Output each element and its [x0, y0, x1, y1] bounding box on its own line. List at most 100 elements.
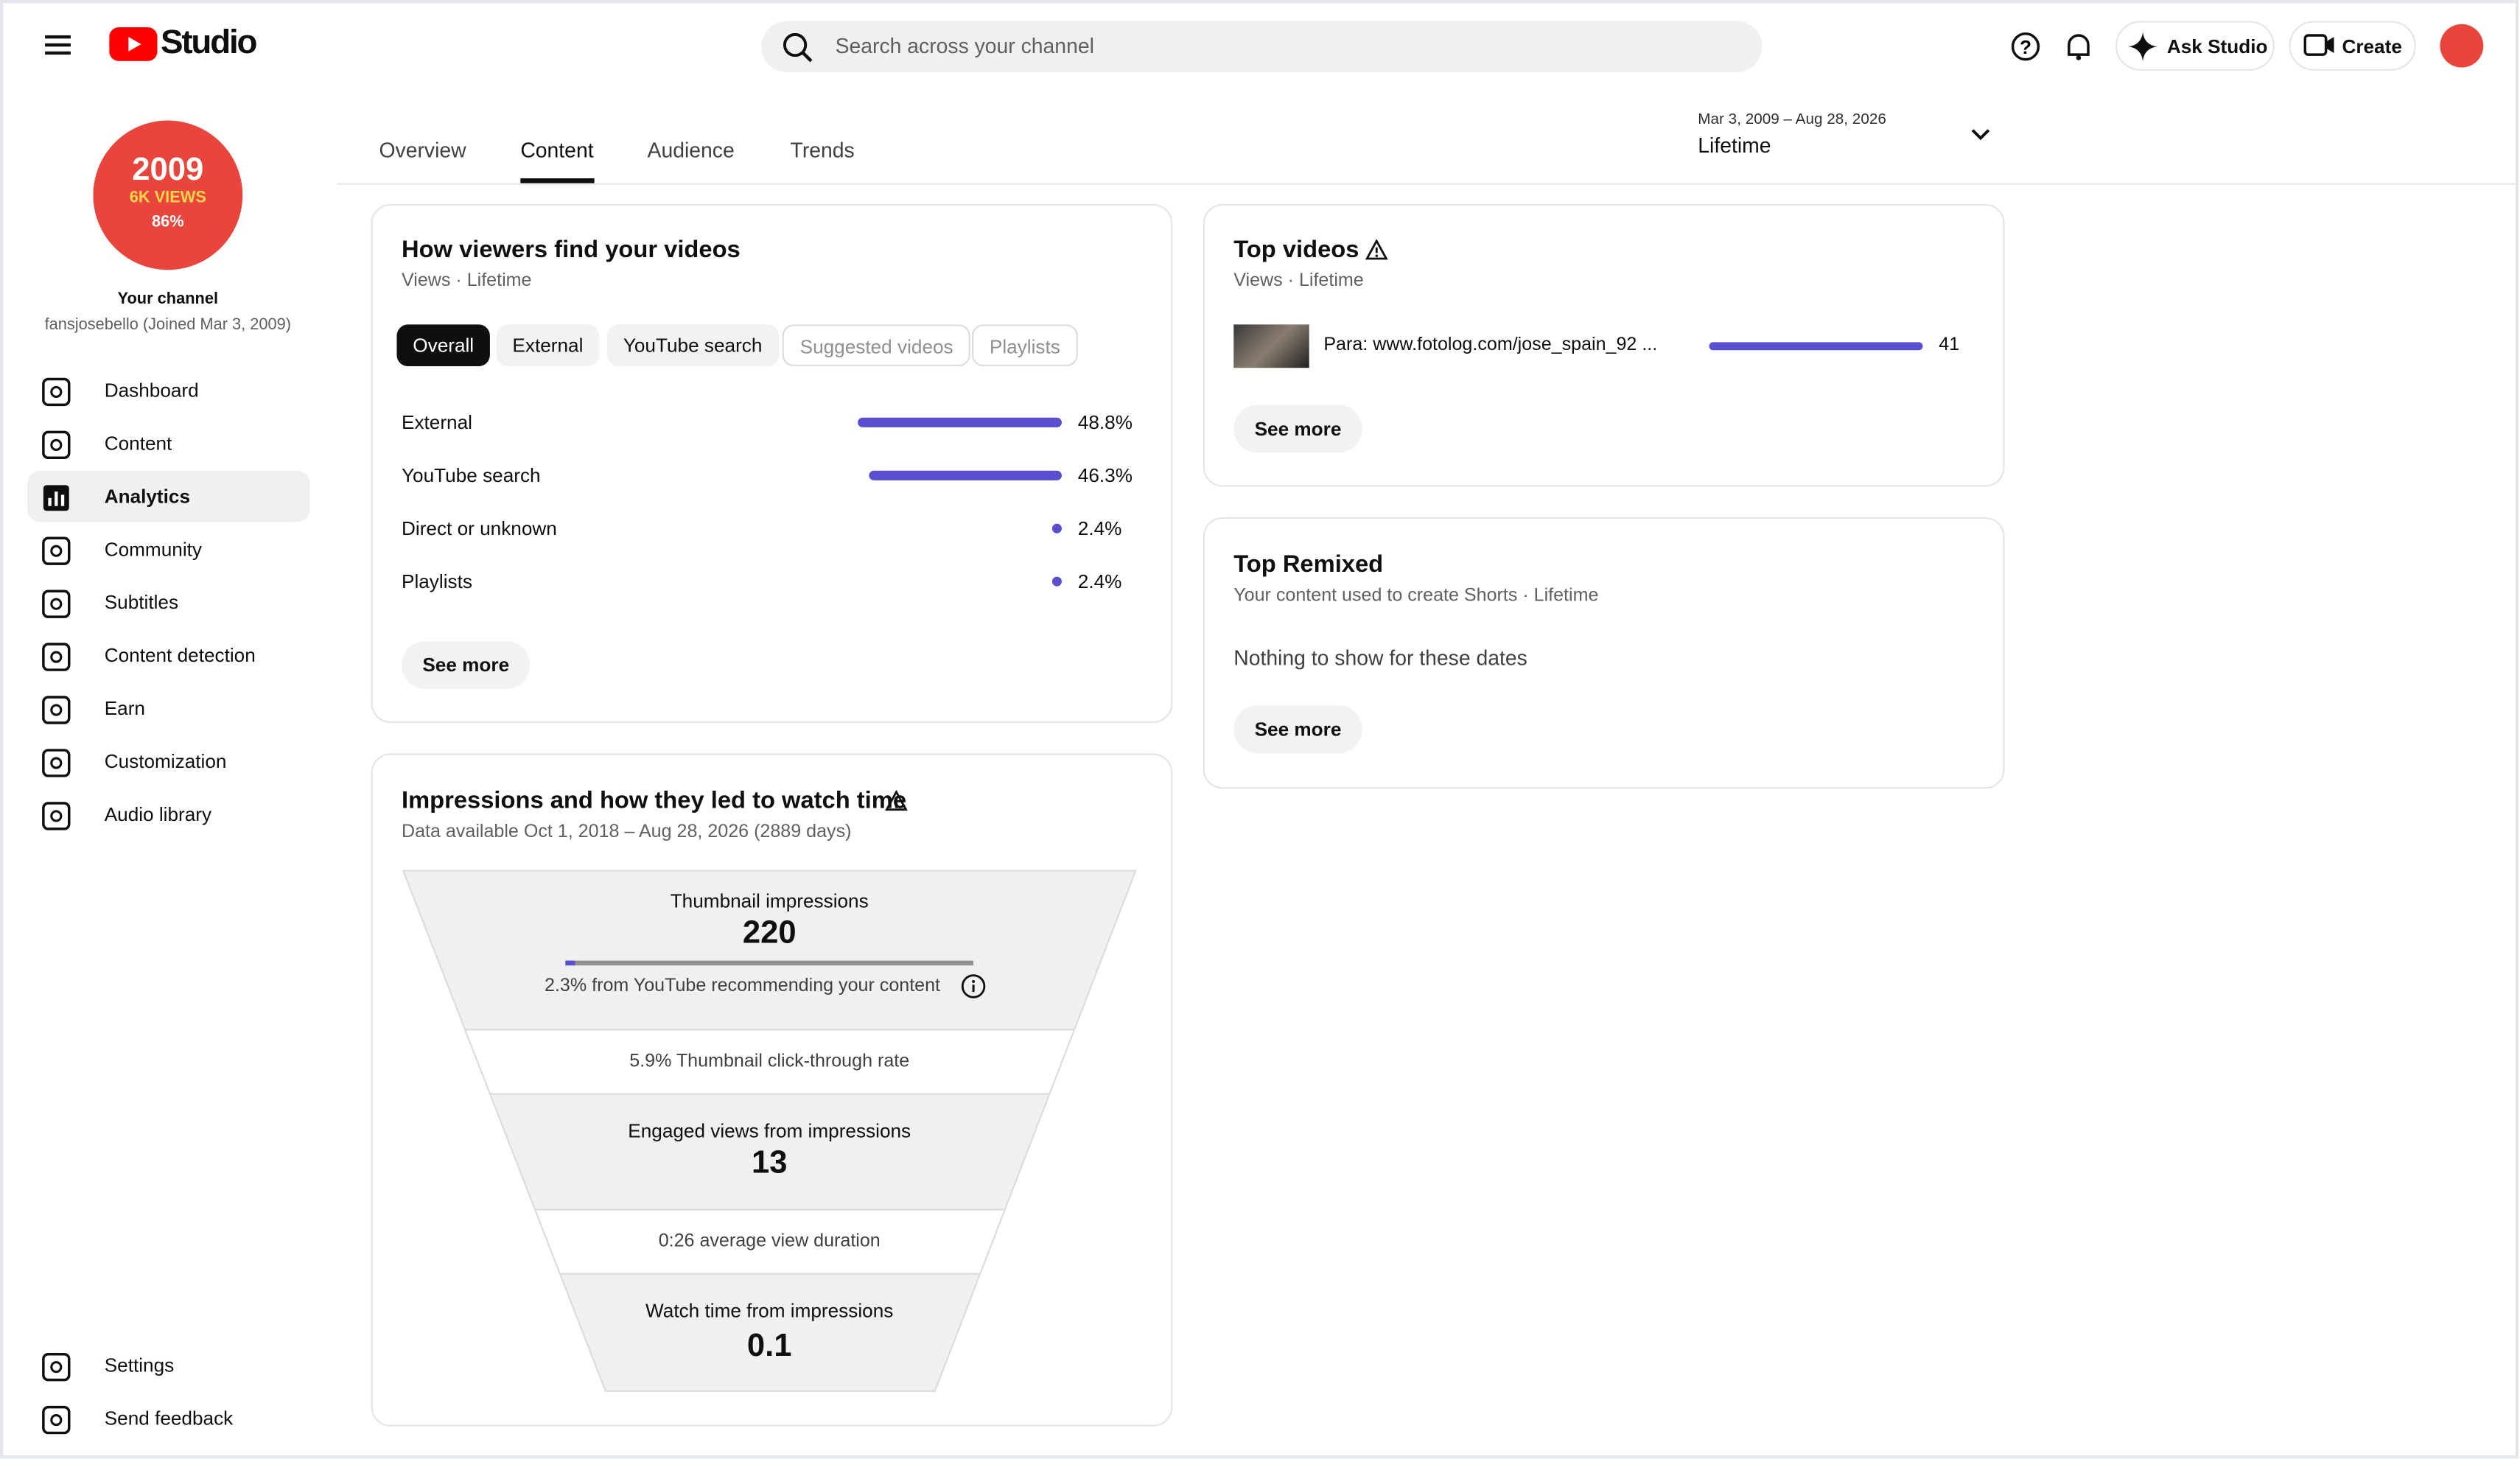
nav-icon[interactable] — [41, 747, 73, 780]
active-nav-bg — [27, 470, 310, 522]
funnel — [402, 870, 1137, 1392]
video-title[interactable]: Para: www.fotolog.com/jose_spain_92 ... — [1323, 335, 1658, 355]
create-button[interactable] — [2289, 21, 2416, 71]
source-value: 46.3% — [1077, 464, 1133, 487]
nav-item[interactable]: Send feedback — [104, 1407, 234, 1430]
filter-chip[interactable]: YouTube search — [607, 324, 779, 367]
stage-label: Engaged views from impressions — [628, 1119, 911, 1142]
nav-icon[interactable] — [41, 482, 73, 514]
source-label: Playlists — [402, 570, 472, 593]
source-label: Direct or unknown — [402, 517, 557, 540]
create-icon — [2303, 34, 2334, 56]
nav-icon[interactable] — [41, 376, 73, 408]
stage-label: Thumbnail impressions — [670, 889, 869, 913]
tab[interactable]: Audience — [647, 138, 735, 163]
see-more-button[interactable]: See more — [1233, 405, 1362, 453]
stage-value: 0.1 — [746, 1328, 792, 1364]
nav-item[interactable]: Settings — [104, 1354, 175, 1377]
ask-studio-button[interactable] — [2115, 21, 2275, 71]
source-value: 48.8% — [1077, 411, 1133, 434]
nav-icon[interactable] — [41, 535, 73, 567]
ask-studio-label[interactable]: Ask Studio — [2166, 35, 2268, 58]
views-bar — [1709, 342, 1923, 351]
nav-icon[interactable] — [41, 1351, 73, 1383]
nav-item[interactable]: Analytics — [104, 485, 191, 508]
stage-value: 220 — [742, 915, 797, 951]
help-icon[interactable]: ? — [2009, 30, 2042, 63]
nav-icon[interactable] — [41, 429, 73, 461]
warning-icon[interactable] — [885, 790, 908, 811]
views-value: 41 — [1939, 335, 1960, 355]
tabs-divider — [337, 183, 2516, 185]
search-icon[interactable] — [783, 32, 815, 65]
filter-chip[interactable]: Suggested videos — [782, 324, 971, 367]
recommend-text: 2.3% from YouTube recommending your cont… — [545, 976, 941, 996]
search-placeholder[interactable]: Search across your channel — [835, 33, 1094, 58]
logo-text[interactable]: Studio — [161, 24, 258, 61]
badge-views: 6K VIEWS — [129, 189, 206, 208]
empty-message: Nothing to show for these dates — [1233, 645, 1527, 671]
nav-item[interactable]: Content — [104, 432, 172, 455]
svg-text:?: ? — [2020, 36, 2031, 58]
nav-icon[interactable] — [41, 588, 73, 620]
date-dropdown-icon[interactable] — [1970, 127, 1992, 143]
recommend-track — [565, 960, 974, 966]
nav-icon[interactable] — [41, 800, 73, 833]
notifications-icon[interactable] — [2062, 30, 2095, 63]
channel-avatar[interactable] — [93, 120, 243, 270]
search-box[interactable] — [761, 21, 1763, 73]
tab[interactable]: Trends — [790, 138, 855, 163]
filter-chip[interactable]: Playlists — [971, 324, 1078, 367]
card-title: Top Remixed — [1233, 550, 1384, 578]
date-period[interactable]: Lifetime — [1698, 133, 1771, 158]
badge-year: 2009 — [132, 153, 204, 189]
source-label: External — [402, 411, 472, 434]
tab[interactable]: Content — [520, 138, 594, 163]
recommend-fill — [565, 960, 575, 966]
source-label: YouTube search — [402, 464, 541, 487]
menu-icon[interactable] — [45, 32, 74, 58]
channel-label: Your channel — [117, 290, 219, 309]
source-value: 2.4% — [1077, 517, 1122, 540]
nav-item[interactable]: Audio library — [104, 803, 212, 826]
nav-item[interactable]: Dashboard — [104, 379, 199, 402]
nav-item[interactable]: Earn — [104, 697, 145, 720]
card-title: How viewers find your videos — [402, 236, 741, 264]
tab[interactable]: Overview — [379, 138, 466, 163]
date-range[interactable]: Mar 3, 2009 – Aug 28, 2026 — [1698, 111, 1886, 129]
traffic-card — [371, 203, 1173, 724]
nav-icon[interactable] — [41, 694, 73, 727]
sparkle-icon — [2128, 32, 2157, 61]
nav-item[interactable]: Customization — [104, 750, 227, 773]
card-subtitle: Your content used to create Shorts · Lif… — [1233, 586, 1599, 606]
video-thumbnail[interactable] — [1233, 324, 1309, 368]
source-value: 2.4% — [1077, 570, 1122, 593]
nav-icon[interactable] — [41, 1404, 73, 1436]
source-bar — [858, 417, 1062, 427]
warning-icon[interactable] — [1365, 239, 1388, 260]
stage-value: 13 — [751, 1145, 788, 1181]
nav-item[interactable]: Subtitles — [104, 591, 179, 614]
card-subtitle: Views · Lifetime — [1233, 271, 1364, 291]
funnel-section — [559, 1273, 981, 1392]
account-avatar[interactable] — [2440, 24, 2484, 68]
card-subtitle: Data available Oct 1, 2018 – Aug 28, 202… — [402, 822, 852, 842]
see-more-button[interactable]: See more — [402, 640, 531, 690]
stage-label: Watch time from impressions — [645, 1299, 894, 1323]
logo-icon[interactable] — [109, 27, 158, 61]
filter-chip[interactable]: External — [496, 324, 600, 367]
source-bar — [1051, 523, 1062, 533]
see-more-button[interactable]: See more — [1233, 705, 1362, 754]
filter-chip[interactable]: Overall — [396, 324, 490, 367]
info-icon[interactable] — [961, 973, 987, 999]
card-title: Top videos — [1233, 236, 1359, 264]
source-bar — [1051, 576, 1062, 587]
channel-handle: fansjosebello (Joined Mar 3, 2009) — [44, 316, 292, 335]
nav-item[interactable]: Content detection — [104, 644, 256, 667]
nav-icon[interactable] — [41, 641, 73, 673]
create-label[interactable]: Create — [2342, 35, 2402, 58]
nav-item[interactable]: Community — [104, 538, 202, 561]
badge-percent: 86% — [151, 213, 184, 231]
ctr-text: 5.9% Thumbnail click-through rate — [629, 1052, 910, 1072]
